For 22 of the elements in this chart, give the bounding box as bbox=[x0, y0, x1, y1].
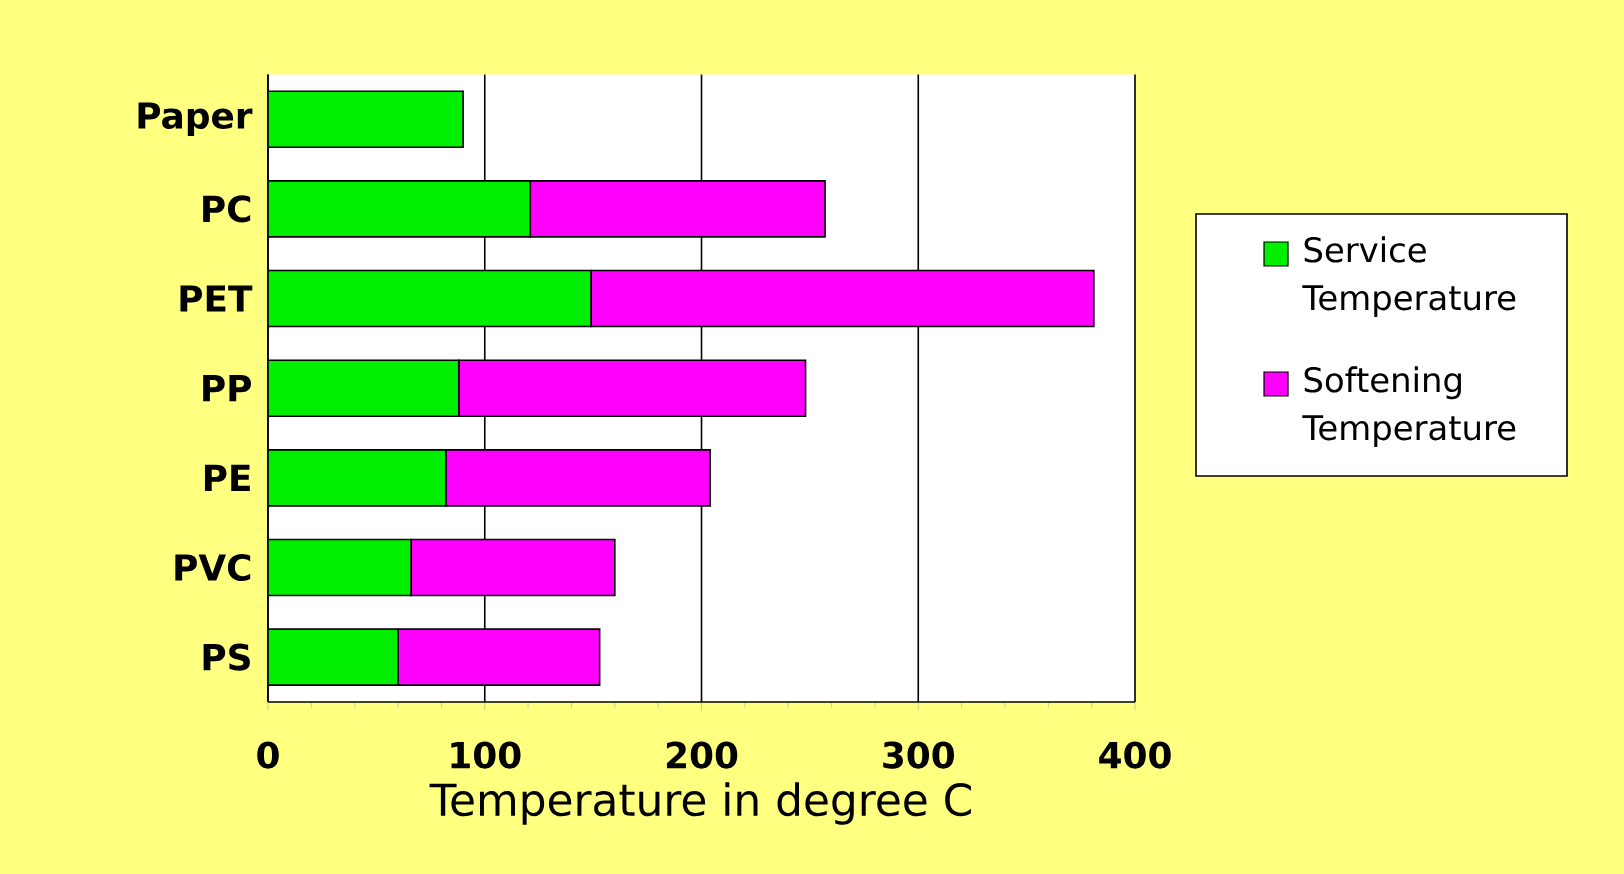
x-tick-label: 300 bbox=[883, 741, 954, 769]
bar bbox=[268, 628, 399, 686]
bar bbox=[268, 180, 532, 238]
y-tick-label: PVC bbox=[175, 553, 251, 582]
x-tick-label: 400 bbox=[1099, 741, 1171, 769]
legend-label: Softening Temperature bbox=[1302, 366, 1516, 447]
bar bbox=[268, 449, 447, 507]
legend-label: Service Temperature bbox=[1302, 236, 1516, 317]
x-axis-title: Temperature in degree C bbox=[429, 782, 971, 825]
x-tick-label: 0 bbox=[257, 741, 279, 769]
y-tick-label: PET bbox=[180, 285, 253, 312]
x-tick-label: 100 bbox=[451, 741, 521, 769]
bar bbox=[268, 269, 592, 328]
y-tick-label: PP bbox=[203, 375, 251, 402]
y-tick-label: PE bbox=[204, 464, 250, 491]
bar bbox=[268, 538, 412, 597]
bar bbox=[268, 90, 464, 149]
bar bbox=[268, 359, 460, 417]
y-tick-label: Paper bbox=[138, 102, 253, 137]
x-tick-label: 200 bbox=[666, 741, 738, 769]
y-tick-label: PS bbox=[203, 643, 250, 671]
y-tick-label: PC bbox=[203, 195, 251, 223]
